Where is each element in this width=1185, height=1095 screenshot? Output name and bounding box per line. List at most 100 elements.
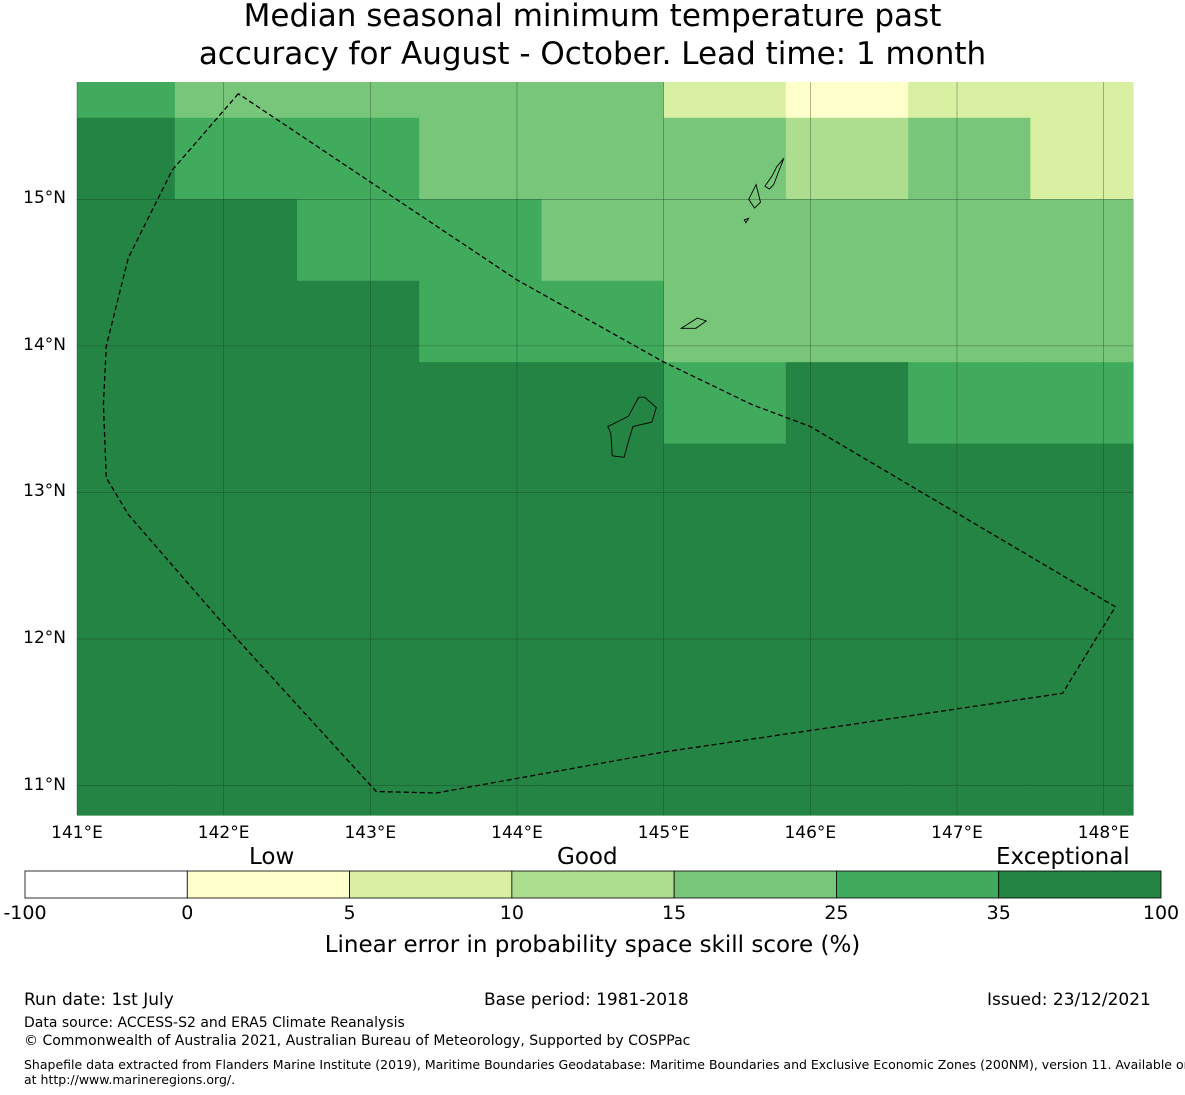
colorbar-swatch (836, 870, 1000, 899)
grid-cell (77, 280, 176, 363)
colorbar-boundary-label: 35 (986, 902, 1011, 924)
latitude-tick-label: 12°N (23, 628, 66, 649)
grid-cell (785, 117, 909, 200)
longitude-tick-label: 141°E (51, 823, 103, 843)
grid-cell (785, 82, 909, 119)
grid-cell (663, 280, 787, 363)
grid-cell (785, 280, 909, 363)
longitude-tick-label: 144°E (491, 823, 543, 843)
island-outlines (607, 157, 785, 458)
colorbar-title: Linear error in probability space skill … (324, 932, 861, 958)
latitude-tick-label: 14°N (23, 334, 66, 355)
grid-cell (663, 443, 787, 816)
colorbar-boundary-label: 25 (824, 902, 849, 924)
colorbar-boundary-label: 100 (1142, 902, 1180, 924)
island-rota (679, 317, 708, 329)
latitude-tick-label: 11°N (23, 774, 66, 795)
grid-cell (297, 280, 420, 363)
run-date: Run date: 1st July (24, 990, 174, 1010)
colorbar-boundary-label: -100 (3, 902, 47, 924)
grid-cell (174, 82, 298, 119)
grid-cell (174, 117, 298, 200)
grid-cell (419, 362, 543, 445)
grid-cell (908, 280, 1031, 363)
grid-cell (663, 82, 787, 119)
grid-cell (77, 82, 176, 119)
grid-cell (541, 362, 665, 445)
colorbar (24, 870, 1162, 899)
grid-cell (297, 82, 420, 119)
island-aguijan (743, 217, 750, 224)
shapefile-credit-line-2: at http://www.marineregions.org/. (24, 1072, 236, 1087)
longitude-tick-label: 147°E (931, 823, 983, 843)
map-title-line-1: Median seasonal minimum temperature past (243, 0, 942, 34)
grid-cell (663, 362, 787, 445)
legend-word-low: Low (249, 844, 295, 870)
grid-cell (541, 117, 665, 200)
grid-cell (541, 280, 665, 363)
grid-cell (77, 362, 176, 445)
grid-cell (174, 443, 298, 816)
grid-cell (908, 82, 1031, 119)
grid-cell (663, 199, 787, 282)
grid-cell (1030, 82, 1134, 119)
grid-cell (785, 443, 909, 816)
grid-cell (541, 199, 665, 282)
map-title-line-2: accuracy for August - October. Lead time… (198, 36, 987, 72)
colorbar-swatch (186, 870, 350, 899)
grid-cell (77, 117, 176, 200)
grid-cell (663, 117, 787, 200)
legend-word-good: Good (557, 844, 618, 870)
grid-cell (419, 199, 543, 282)
grid-cell (908, 362, 1031, 445)
grid-cell (541, 443, 665, 816)
grid-cell (1030, 280, 1134, 363)
grid-cell (419, 443, 543, 816)
longitude-tick-label: 145°E (637, 823, 690, 843)
island-tinian (748, 183, 761, 209)
grid-cell (908, 443, 1031, 816)
grid-cell (297, 443, 420, 816)
grid-cell (297, 117, 420, 200)
longitude-tick-label: 148°E (1077, 823, 1130, 843)
grid-cell (297, 199, 420, 282)
colorbar-boundary-label: 15 (662, 902, 687, 924)
eez-boundary (102, 93, 1117, 794)
island-guam (607, 396, 657, 458)
colorbar-swatch (24, 870, 188, 899)
grid-cell (785, 362, 909, 445)
colorbar-swatch (511, 870, 675, 899)
island-saipan (764, 157, 785, 190)
grid-cell (1030, 199, 1134, 282)
grid-cell (908, 199, 1031, 282)
longitude-tick-label: 146°E (784, 823, 837, 843)
longitude-tick-label: 143°E (344, 823, 397, 843)
grid-cell (1030, 362, 1134, 445)
grid-cell (77, 443, 176, 816)
colorbar-boundary-label: 0 (181, 902, 194, 924)
grid-cell (1030, 117, 1134, 200)
colorbar-boundary-label: 10 (499, 902, 524, 924)
issued-date: Issued: 23/12/2021 (987, 990, 1151, 1010)
colorbar-swatch (349, 870, 513, 899)
grid-cell (174, 199, 298, 282)
grid-cell (419, 117, 543, 200)
shapefile-credit-line-1: Shapefile data extracted from Flanders M… (24, 1057, 1185, 1072)
grid-cell (77, 199, 176, 282)
legend-word-exceptional: Exceptional (996, 844, 1130, 870)
latitude-tick-label: 15°N (23, 188, 66, 209)
base-period: Base period: 1981-2018 (484, 990, 689, 1010)
grid-cell (297, 362, 420, 445)
latitude-tick-label: 13°N (23, 481, 66, 502)
colorbar-swatch (998, 870, 1162, 899)
grid-cell (541, 82, 665, 119)
grid-cell (785, 199, 909, 282)
grid-cell (908, 117, 1031, 200)
skill-grid (77, 82, 1134, 816)
grid-cell (419, 82, 543, 119)
grid-cell (419, 280, 543, 363)
longitude-tick-label: 142°E (197, 823, 250, 843)
copyright: © Commonwealth of Australia 2021, Austra… (24, 1033, 691, 1049)
grid-cell (174, 280, 298, 363)
